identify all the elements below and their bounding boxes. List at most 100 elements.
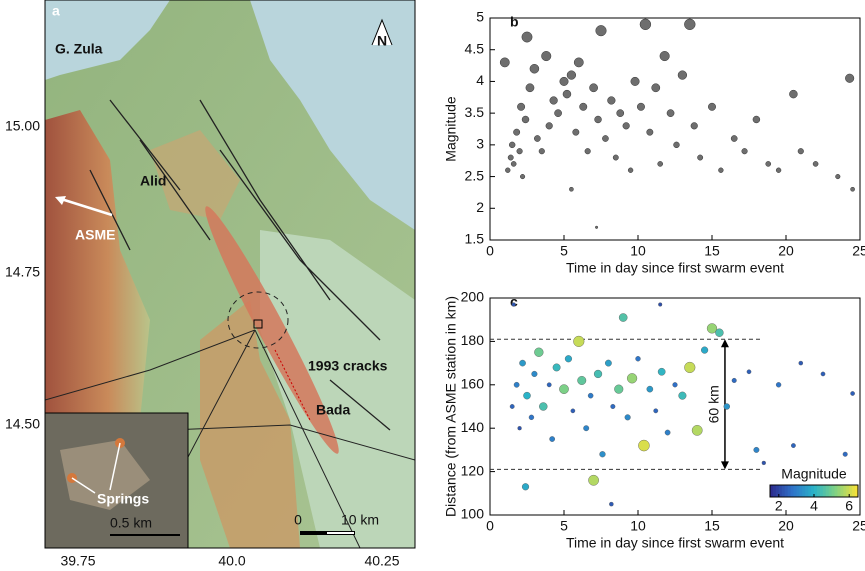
colorbar-tick-label: 4 — [810, 498, 818, 514]
point — [572, 128, 580, 136]
point — [746, 369, 752, 375]
x-axis-label: Time in day since first swarm event — [566, 260, 784, 276]
colorbar-cell — [825, 485, 830, 497]
point — [684, 18, 696, 31]
point — [583, 425, 590, 432]
lon-label: 40.0 — [218, 553, 245, 569]
point — [653, 408, 659, 414]
point — [820, 371, 826, 377]
point — [609, 501, 614, 507]
map-label: G. Zula — [55, 41, 103, 57]
scale-label: 10 km — [341, 512, 379, 528]
colorbar-cell — [793, 485, 797, 497]
colorbar-cell — [840, 485, 844, 497]
point — [715, 328, 724, 337]
map-label: 1993 cracks — [308, 358, 388, 374]
y-tick-label: 100 — [461, 506, 485, 522]
point — [684, 361, 696, 373]
map-label: Bada — [316, 402, 350, 418]
point — [659, 51, 670, 62]
point — [708, 102, 716, 111]
point — [622, 122, 630, 130]
point — [812, 161, 819, 167]
point — [678, 391, 687, 400]
colorbar-cell — [819, 485, 824, 497]
point — [638, 439, 650, 452]
point — [775, 167, 782, 173]
point — [635, 356, 641, 362]
point — [718, 167, 724, 173]
point — [845, 73, 855, 83]
point — [564, 355, 573, 363]
point — [610, 404, 616, 409]
point — [798, 360, 804, 366]
colorbar-cell — [799, 485, 803, 497]
point — [646, 128, 654, 136]
point — [789, 89, 798, 99]
point — [835, 174, 841, 180]
scale-label: 0.5 km — [110, 515, 152, 531]
colorbar-cell — [831, 485, 836, 497]
point — [579, 102, 588, 111]
y-tick-label: 200 — [461, 289, 485, 305]
point — [521, 483, 530, 491]
point — [505, 167, 511, 173]
point — [519, 359, 526, 367]
x-tick-label: 20 — [778, 243, 794, 259]
point — [573, 57, 584, 68]
lon-label: 39.75 — [60, 553, 95, 569]
point — [761, 460, 766, 466]
point — [753, 446, 760, 453]
point — [511, 302, 516, 307]
point — [791, 443, 796, 448]
point — [607, 96, 616, 105]
colorbar-cell — [855, 485, 859, 497]
colorbar-cell — [846, 485, 850, 497]
lat-label: 14.50 — [5, 416, 40, 432]
point — [549, 96, 558, 105]
point — [534, 347, 544, 357]
colorbar-cell — [822, 485, 827, 497]
plot-frame — [489, 17, 861, 241]
y-tick-label: 4.5 — [465, 40, 485, 56]
colorbar-tick-label: 2 — [775, 498, 783, 514]
x-tick-label: 10 — [630, 518, 646, 534]
x-tick-label: 10 — [630, 243, 646, 259]
point — [850, 186, 855, 192]
x-tick-label: 0 — [486, 518, 494, 534]
point — [525, 83, 535, 93]
y-tick-label: 5 — [476, 9, 484, 25]
point — [562, 89, 572, 99]
point — [531, 370, 538, 377]
point — [509, 141, 516, 149]
point — [618, 313, 628, 322]
colorbar-cell — [816, 485, 821, 497]
point — [541, 51, 552, 62]
point — [612, 154, 619, 161]
colorbar-cell — [778, 485, 783, 497]
point — [616, 109, 625, 117]
point — [521, 31, 533, 43]
x-tick-label: 0 — [486, 243, 494, 259]
map-label: ASME — [75, 227, 115, 243]
point — [797, 148, 804, 155]
x-tick-label: 5 — [560, 243, 568, 259]
point — [723, 403, 731, 410]
x-tick-label: 25 — [852, 243, 865, 259]
annotation: 60 km — [706, 385, 722, 423]
y-tick-label: 140 — [461, 419, 485, 435]
point — [584, 148, 591, 155]
point — [577, 375, 587, 385]
y-tick-label: 120 — [461, 462, 485, 478]
point — [513, 381, 520, 388]
colorbar-cell — [814, 485, 818, 497]
y-tick-label: 1.5 — [465, 231, 485, 247]
map: N a G. Zula Alid ASME 1993 cracks Bada S… — [45, 0, 415, 548]
point — [672, 382, 678, 388]
point — [588, 474, 599, 486]
point — [630, 76, 640, 86]
lon-label: 40.25 — [364, 553, 399, 569]
point — [666, 109, 675, 117]
y-tick-label: 4 — [476, 72, 484, 88]
colorbar-cell — [790, 485, 794, 497]
